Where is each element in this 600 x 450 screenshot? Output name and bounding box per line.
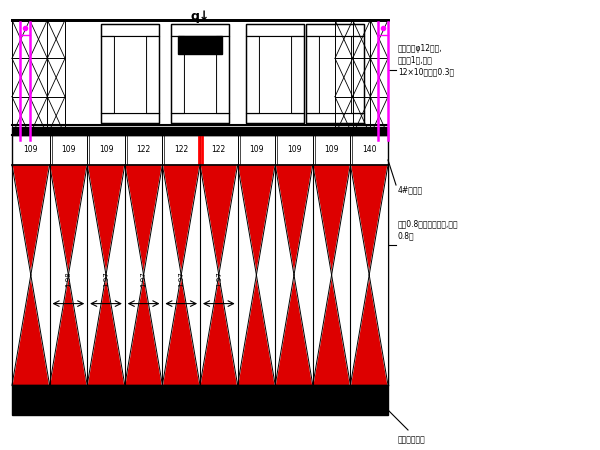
Polygon shape [12, 165, 31, 385]
Bar [171, 36, 184, 113]
Polygon shape [275, 165, 294, 385]
Text: 122: 122 [174, 145, 188, 154]
Text: q↓: q↓ [190, 10, 209, 23]
Text: 109: 109 [23, 145, 38, 154]
Bar [184, 36, 216, 113]
Text: 109: 109 [325, 145, 339, 154]
Polygon shape [238, 165, 256, 385]
Bar [12, 385, 388, 415]
Text: 122: 122 [212, 145, 226, 154]
Bar [12, 127, 388, 135]
Bar [319, 36, 351, 113]
Polygon shape [350, 165, 369, 385]
Polygon shape [125, 165, 143, 385]
Bar [114, 36, 146, 113]
Text: 109: 109 [287, 145, 301, 154]
Polygon shape [181, 165, 200, 385]
Bar [259, 36, 291, 113]
Bar [306, 36, 319, 113]
Bar [306, 113, 364, 123]
Text: 4#工字钉: 4#工字钉 [398, 185, 423, 194]
Bar [291, 36, 304, 113]
Polygon shape [163, 165, 181, 385]
Bar [101, 36, 114, 113]
Polygon shape [369, 165, 388, 385]
Bar [171, 24, 229, 36]
Bar [306, 24, 364, 36]
Bar [171, 113, 229, 123]
Bar [246, 24, 304, 36]
Text: 109: 109 [61, 145, 76, 154]
Text: 直径0.8米钒孔灌注桷,桷距
0.8米: 直径0.8米钒孔灌注桷,桷距 0.8米 [398, 220, 458, 240]
Bar [101, 24, 159, 36]
Bar [246, 24, 304, 123]
Bar [171, 24, 229, 123]
Text: 1.97: 1.97 [140, 271, 146, 287]
Text: 1.97: 1.97 [103, 271, 109, 287]
Polygon shape [256, 165, 275, 385]
Bar [351, 36, 364, 113]
Polygon shape [106, 165, 125, 385]
Polygon shape [332, 165, 350, 385]
Text: 1.98: 1.98 [65, 271, 71, 287]
Text: 140: 140 [362, 145, 376, 154]
Bar [306, 24, 364, 123]
Bar [146, 36, 159, 113]
Polygon shape [143, 165, 163, 385]
Bar [12, 165, 388, 385]
Bar [101, 46, 159, 123]
Polygon shape [31, 165, 50, 385]
Text: 1.97: 1.97 [178, 271, 184, 287]
Polygon shape [200, 165, 219, 385]
Bar [101, 24, 159, 123]
Polygon shape [313, 165, 332, 385]
Bar [246, 36, 259, 113]
Text: 122: 122 [136, 145, 151, 154]
Polygon shape [87, 165, 106, 385]
Polygon shape [50, 165, 68, 385]
Bar [12, 135, 388, 165]
Text: 1.97: 1.97 [216, 271, 222, 287]
Text: 混凝土护壁桷: 混凝土护壁桷 [398, 436, 426, 445]
Bar [178, 36, 222, 54]
Bar [12, 165, 388, 385]
Bar [101, 113, 159, 123]
Polygon shape [219, 165, 238, 385]
Bar [171, 46, 229, 123]
Bar [246, 46, 304, 123]
Text: 109: 109 [99, 145, 113, 154]
Polygon shape [68, 165, 87, 385]
Bar [246, 113, 304, 123]
Text: 109: 109 [249, 145, 263, 154]
Text: 横向设置φ12锁筋,
纵向间1米,方木
12×10纵向间0.3米: 横向设置φ12锁筋, 纵向间1米,方木 12×10纵向间0.3米 [398, 44, 454, 76]
Polygon shape [294, 165, 313, 385]
Bar [216, 36, 229, 113]
Bar [306, 46, 364, 123]
